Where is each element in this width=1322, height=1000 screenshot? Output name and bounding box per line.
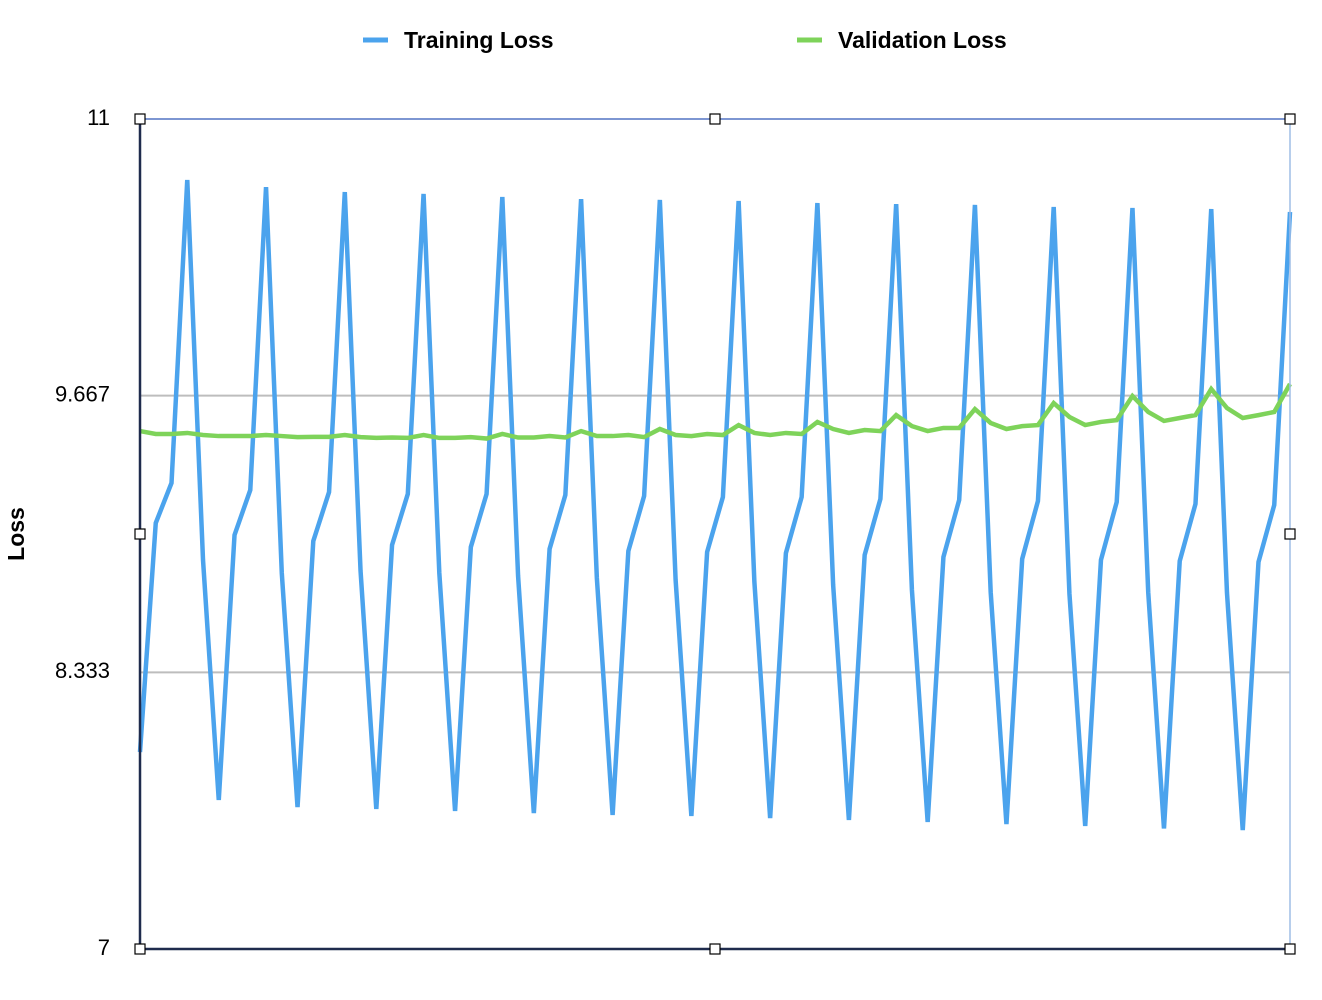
y-tick-label: 9.667 xyxy=(55,381,110,406)
legend-label: Training Loss xyxy=(404,27,554,53)
series-line xyxy=(139,382,1292,441)
selection-handle[interactable] xyxy=(1284,528,1296,540)
y-tick-label: 7 xyxy=(98,935,110,960)
legend: Training Loss Validation Loss xyxy=(363,27,1007,53)
selection-handle[interactable] xyxy=(134,943,146,955)
y-tick-label: 8.333 xyxy=(55,658,110,683)
grid xyxy=(140,118,1290,950)
selection-handle[interactable] xyxy=(134,113,146,125)
series-line xyxy=(137,179,1293,831)
legend-label: Validation Loss xyxy=(838,27,1007,53)
y-tick-label: 11 xyxy=(87,105,110,130)
y-axis-label: Loss xyxy=(3,507,29,561)
selection-handle[interactable] xyxy=(709,943,721,955)
selection-handle[interactable] xyxy=(709,113,721,125)
selection-handle[interactable] xyxy=(134,528,146,540)
selection-handle[interactable] xyxy=(1284,943,1296,955)
plot xyxy=(137,179,1293,831)
selection-handle[interactable] xyxy=(1284,113,1296,125)
frame xyxy=(134,113,1296,955)
